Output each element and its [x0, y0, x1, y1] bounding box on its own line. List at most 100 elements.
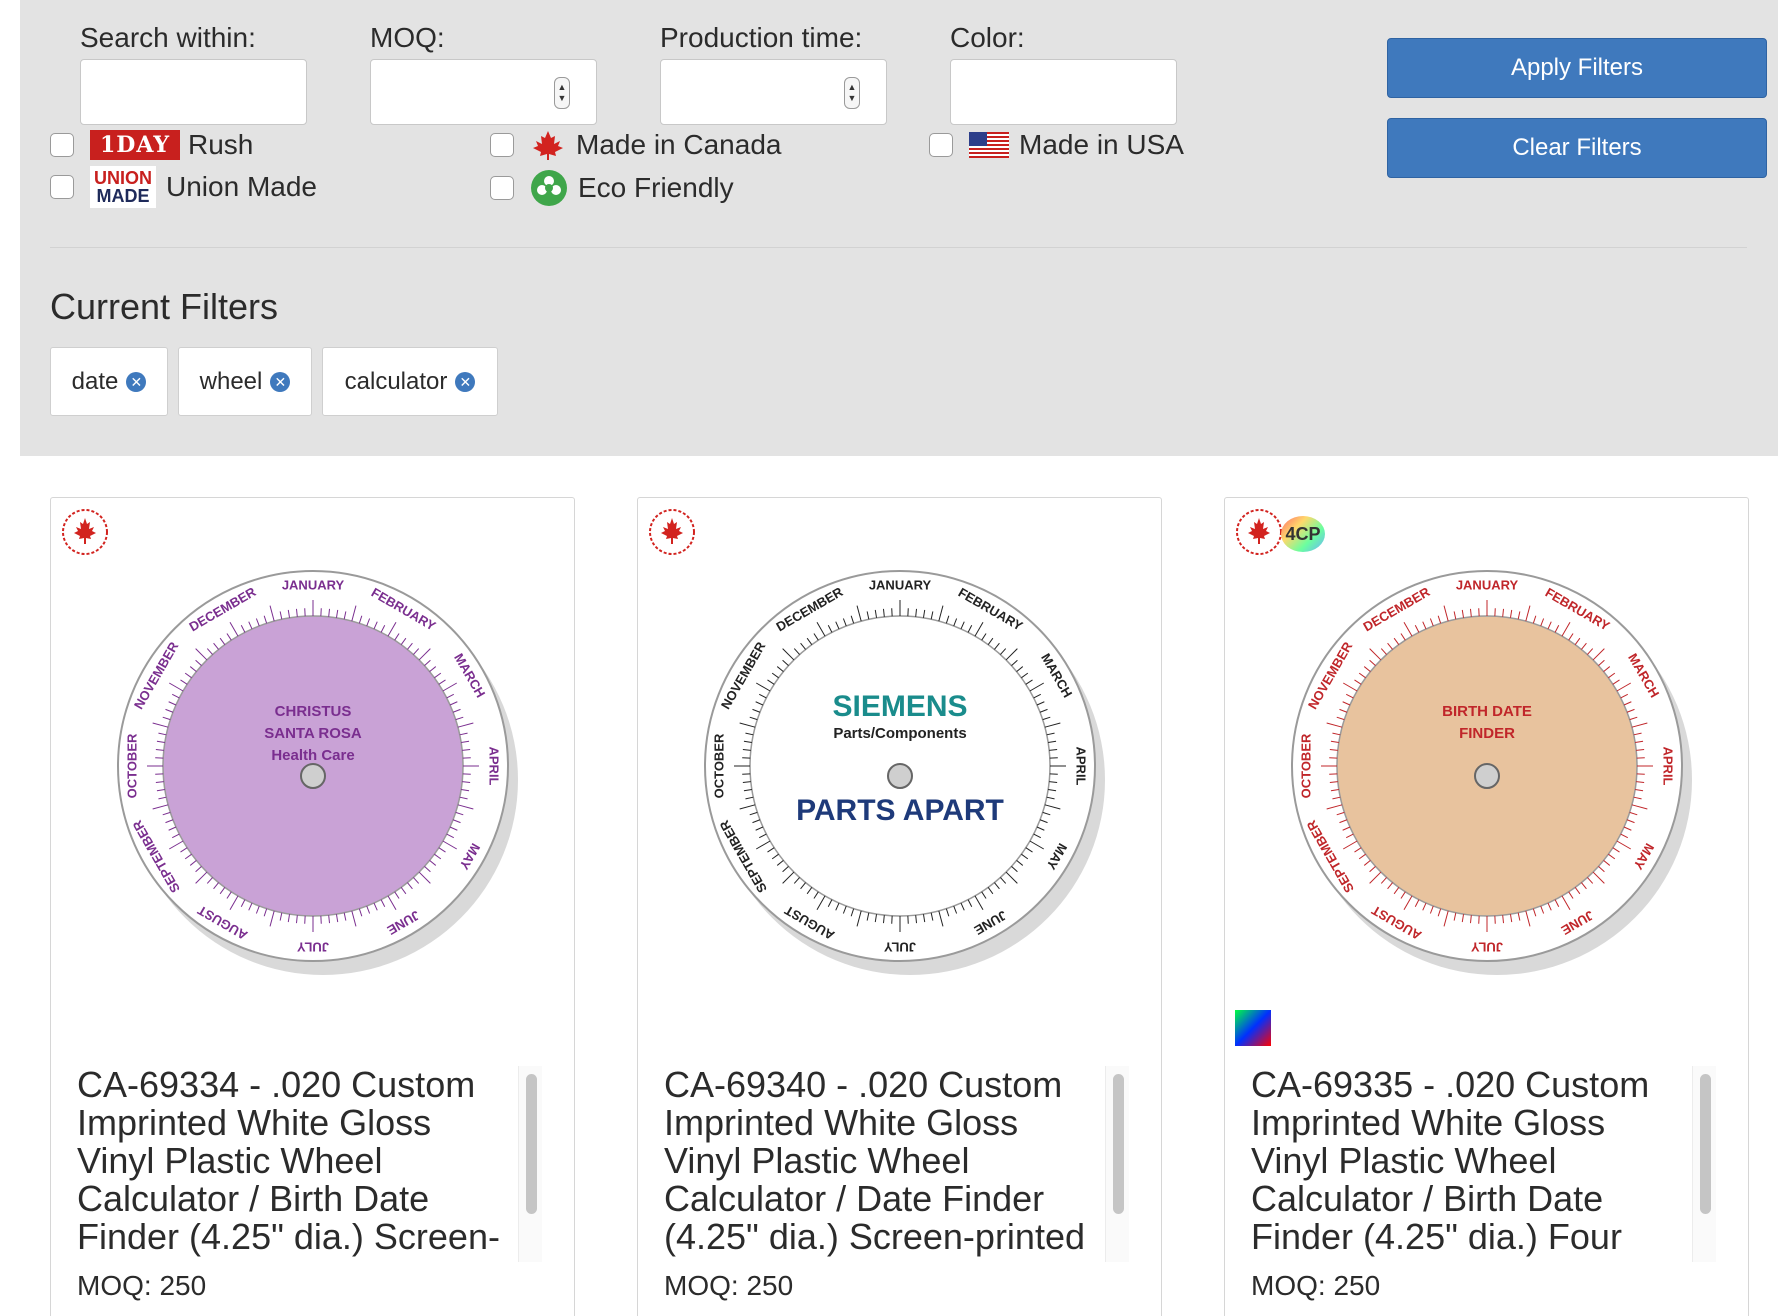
wheel-tick	[782, 865, 789, 873]
wheel-tick	[1532, 908, 1537, 917]
wheel-tick	[152, 722, 169, 728]
clear-filters-button[interactable]: Clear Filters	[1387, 118, 1767, 178]
scrollbar-thumb[interactable]	[1700, 1074, 1711, 1214]
wheel-tick	[1469, 915, 1472, 924]
wheel-tick	[758, 833, 767, 839]
wheel-tick	[1631, 804, 1648, 810]
wheel-tick	[953, 618, 958, 627]
wheel-tick	[967, 899, 973, 908]
made-in-usa-checkbox[interactable]	[929, 133, 953, 157]
wheel-tick	[195, 865, 202, 873]
wheel-tick	[771, 672, 779, 679]
wheel-tick	[424, 865, 431, 873]
wheel-center-text: PARTS APART	[796, 794, 1004, 827]
product-card[interactable]: JANUARY FEBRUARY MARCH APRIL MAY JUNE JULY AUGU…	[50, 497, 575, 1316]
product-card[interactable]: 4CP JANUARY FEBRUARY MARCH APRIL MAY JUNE JULY…	[1224, 497, 1749, 1316]
wheel-tick	[915, 915, 918, 924]
wheel-tick	[156, 788, 165, 792]
wheel-tick	[168, 840, 184, 850]
product-title[interactable]: CA-69340 - .020 Custom Imprinted White G…	[664, 1066, 1085, 1257]
wheel-tick	[793, 648, 801, 655]
eco-friendly-checkbox[interactable]	[490, 176, 514, 200]
wheel-month-label: JULY	[297, 940, 329, 955]
wheel-tick	[269, 605, 275, 622]
wheel-tick	[1598, 865, 1605, 873]
wheel-tick	[412, 648, 420, 655]
wheel-tick	[189, 860, 197, 866]
wheel-tick	[882, 608, 885, 617]
wheel-tick	[1608, 672, 1616, 679]
wheel-tick	[1453, 912, 1457, 921]
wheel-tick	[1635, 740, 1644, 744]
production-time-input[interactable]: ▲ ▼	[660, 59, 887, 125]
rush-checkbox[interactable]	[50, 133, 74, 157]
wheel-tick	[1363, 666, 1371, 672]
union-made-filter[interactable]: UNION MADE Union Made	[50, 166, 317, 208]
wheel-tick	[981, 891, 987, 899]
wheel-tick	[1342, 826, 1351, 831]
wheel-tick	[358, 615, 363, 624]
filter-tag-wheel[interactable]: wheel ✕	[178, 347, 312, 416]
made-in-canada-filter[interactable]: Made in Canada	[490, 129, 781, 161]
scrollbar-thumb[interactable]	[526, 1074, 537, 1214]
wheel-tick	[874, 609, 878, 618]
filter-tag-date[interactable]: date ✕	[50, 347, 168, 416]
product-title[interactable]: CA-69335 - .020 Custom Imprinted White G…	[1251, 1066, 1650, 1257]
filter-tag-calculator[interactable]: calculator ✕	[322, 347, 498, 416]
wheel-tick	[195, 648, 208, 661]
production-time-spinner[interactable]: ▲ ▼	[844, 77, 860, 109]
wheel-tick	[438, 847, 446, 853]
wheel-rivet	[300, 763, 326, 789]
product-card[interactable]: JANUARY FEBRUARY MARCH APRIL MAY JUNE JULY AUGU…	[637, 497, 1162, 1316]
moq-input[interactable]: ▲ ▼	[370, 59, 597, 125]
title-scrollbar[interactable]	[1105, 1066, 1129, 1262]
remove-tag-icon[interactable]: ✕	[126, 371, 147, 392]
wheel-tick	[1443, 605, 1449, 622]
wheel-tick	[255, 905, 260, 914]
product-title-box[interactable]: CA-69340 - .020 Custom Imprinted White G…	[664, 1066, 1104, 1262]
rush-label: Rush	[188, 129, 254, 160]
color-input[interactable]	[950, 59, 1177, 125]
wheel-tick	[400, 637, 407, 645]
product-image[interactable]: JANUARY FEBRUARY MARCH APRIL MAY JUNE JULY AUGU…	[670, 536, 1130, 996]
made-in-canada-checkbox[interactable]	[490, 133, 514, 157]
wheel-tick	[1354, 847, 1362, 853]
search-within-input[interactable]	[80, 59, 307, 125]
remove-tag-icon[interactable]: ✕	[455, 371, 476, 392]
wheel-tick	[758, 693, 767, 699]
wheel-tick	[263, 908, 268, 917]
moq-spinner[interactable]: ▲ ▼	[554, 77, 570, 109]
product-title[interactable]: CA-69334 - .020 Custom Imprinted White G…	[77, 1066, 500, 1257]
rush-filter[interactable]: 1DAY Rush	[50, 129, 253, 161]
eco-friendly-filter[interactable]: Eco Friendly	[490, 169, 734, 207]
wheel-tick	[455, 811, 464, 816]
wheel-tick	[412, 877, 420, 884]
apply-filters-button[interactable]: Apply Filters	[1387, 38, 1767, 98]
current-filters-title: Current Filters	[50, 286, 279, 327]
product-title-box[interactable]: CA-69335 - .020 Custom Imprinted White G…	[1251, 1066, 1691, 1262]
wheel-tick	[1326, 804, 1343, 810]
title-scrollbar[interactable]	[1692, 1066, 1716, 1262]
wheel-tick	[279, 611, 283, 620]
scrollbar-thumb[interactable]	[1113, 1074, 1124, 1214]
wheel-tick	[1393, 637, 1400, 645]
wheel-tick	[1033, 693, 1042, 699]
product-moq: MOQ: 250	[77, 1270, 207, 1301]
product-image[interactable]: JANUARY FEBRUARY MARCH APRIL MAY JUNE JULY AUGU…	[83, 536, 543, 996]
wheel-tick	[755, 840, 771, 850]
made-in-usa-filter[interactable]: Made in USA	[929, 129, 1184, 161]
wheel-tick	[938, 605, 944, 622]
remove-tag-icon[interactable]: ✕	[270, 371, 291, 392]
wheel-tick	[1603, 860, 1611, 866]
wheel-tick	[1525, 605, 1531, 622]
wheel-tick	[1453, 611, 1457, 620]
union-made-checkbox[interactable]	[50, 175, 74, 199]
wheel-tick	[168, 682, 184, 692]
union-made-badge: UNION MADE	[90, 166, 156, 208]
wheel-tick	[800, 882, 806, 890]
wheel-month-label: JANUARY	[1456, 577, 1519, 592]
product-image[interactable]: JANUARY FEBRUARY MARCH APRIL MAY JUNE JULY AUGU…	[1257, 536, 1717, 996]
product-title-box[interactable]: CA-69334 - .020 Custom Imprinted White G…	[77, 1066, 517, 1262]
wheel-tick	[742, 781, 751, 784]
title-scrollbar[interactable]	[518, 1066, 542, 1262]
